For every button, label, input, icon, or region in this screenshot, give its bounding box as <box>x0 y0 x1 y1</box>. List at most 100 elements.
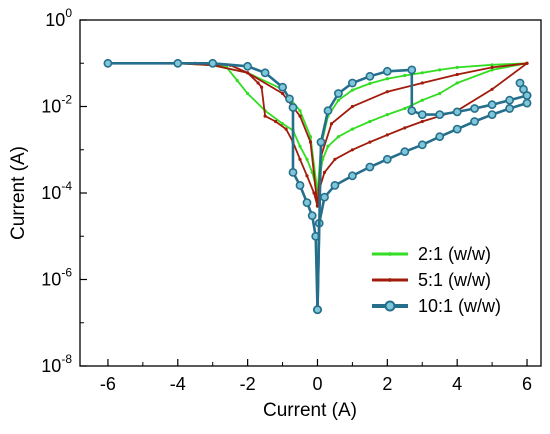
data-point <box>455 81 459 85</box>
data-point <box>438 68 442 72</box>
series-2 <box>106 61 529 208</box>
data-point <box>382 154 392 164</box>
data-point <box>368 140 372 144</box>
data-point <box>260 85 264 89</box>
x-axis-label: Current (A) <box>263 400 357 421</box>
data-point <box>438 91 442 96</box>
data-point <box>417 140 427 150</box>
series-3 <box>103 58 532 315</box>
data-point <box>455 72 459 77</box>
data-point <box>525 61 529 65</box>
data-point <box>320 192 329 202</box>
data-point <box>350 148 355 152</box>
data-point <box>350 104 355 109</box>
data-point <box>452 124 462 134</box>
series-1 <box>106 61 529 195</box>
data-point <box>385 133 389 137</box>
data-point <box>336 135 341 139</box>
data-point <box>312 191 316 195</box>
data-point <box>322 170 327 174</box>
data-point <box>365 71 375 81</box>
data-point <box>490 63 494 67</box>
data-point <box>368 81 372 86</box>
data-point <box>256 81 260 85</box>
x-tick-label: -6 <box>100 374 116 394</box>
data-point <box>263 114 267 118</box>
data-point <box>246 91 250 96</box>
legend-label: 5:1 (w/w) <box>418 270 491 290</box>
data-point <box>316 137 326 147</box>
x-tick-label: 2 <box>382 374 392 394</box>
data-point <box>305 174 309 178</box>
legend-marker <box>384 300 396 312</box>
data-point <box>326 144 330 148</box>
data-point <box>298 109 302 113</box>
data-point <box>455 65 459 69</box>
data-point <box>347 78 357 88</box>
data-point <box>330 180 340 190</box>
data-point <box>350 127 355 131</box>
data-point <box>385 112 389 117</box>
data-point <box>260 68 270 78</box>
data-point <box>490 87 494 91</box>
data-point <box>208 58 218 68</box>
x-tick-label: 4 <box>452 374 462 394</box>
data-point <box>452 107 462 117</box>
data-point <box>302 198 312 207</box>
y-tick-label: 100 <box>45 6 72 30</box>
data-point <box>336 98 341 102</box>
data-point <box>487 110 497 119</box>
data-point <box>281 122 285 126</box>
data-point <box>313 305 322 315</box>
data-point <box>288 103 298 112</box>
data-point <box>417 110 427 119</box>
x-tick-label: -2 <box>240 374 256 394</box>
data-point <box>420 81 424 85</box>
data-point <box>298 144 302 148</box>
x-tick-label: 6 <box>522 374 532 394</box>
data-point <box>385 90 389 94</box>
data-point <box>522 98 532 108</box>
data-point <box>522 91 532 100</box>
data-point <box>505 95 514 105</box>
legend-label: 2:1 (w/w) <box>418 244 491 264</box>
data-point <box>243 61 252 71</box>
data-point <box>329 122 334 126</box>
series-line <box>316 62 528 194</box>
data-point <box>298 114 302 118</box>
data-point <box>435 132 445 142</box>
data-point <box>235 78 239 83</box>
data-point <box>284 127 288 131</box>
legend-marker <box>388 252 392 256</box>
data-point <box>420 71 424 75</box>
y-tick-label: 10-8 <box>41 352 72 376</box>
legend-item: 2:1 (w/w) <box>372 244 491 264</box>
data-point <box>515 78 525 88</box>
y-tick-label: 10-4 <box>41 179 72 203</box>
data-point <box>278 82 287 92</box>
data-point <box>403 126 407 130</box>
data-point <box>403 106 407 111</box>
data-point <box>103 58 113 68</box>
data-point <box>274 119 278 124</box>
data-point <box>298 157 302 161</box>
data-point <box>470 117 479 126</box>
data-point <box>350 88 355 92</box>
series-line <box>316 68 528 310</box>
data-point <box>281 91 285 96</box>
x-tick-label: 0 <box>312 374 322 394</box>
legend-item: 10:1 (w/w) <box>372 296 501 316</box>
data-point <box>420 98 424 102</box>
data-point <box>435 110 445 119</box>
data-point <box>470 104 479 113</box>
data-point <box>308 140 313 144</box>
legend-label: 10:1 (w/w) <box>418 296 501 316</box>
data-point <box>365 162 375 172</box>
series-line <box>107 62 319 207</box>
data-point <box>305 157 309 161</box>
data-point <box>420 119 424 124</box>
data-point <box>173 58 183 68</box>
data-point <box>333 157 337 161</box>
x-tick-label: -4 <box>170 374 186 394</box>
